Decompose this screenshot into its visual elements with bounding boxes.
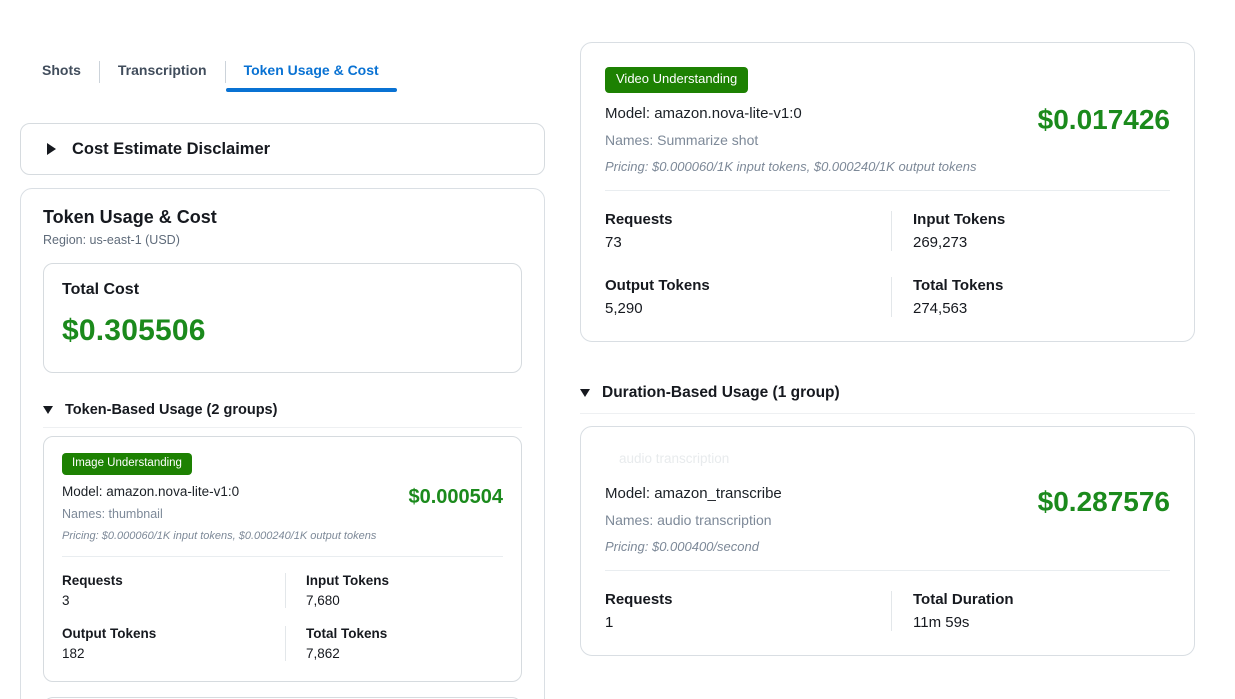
group-head: audio transcription Model: amazon_transc…: [605, 451, 1170, 554]
group-head: Image Understanding Model: amazon.nova-l…: [62, 453, 503, 542]
stat-total-duration: Total Duration 11m 59s: [891, 590, 1170, 631]
tab-bar: Shots Transcription Token Usage & Cost: [20, 58, 545, 92]
divider: [62, 555, 503, 557]
divider: [605, 189, 1170, 191]
token-based-usage-expandable[interactable]: Token-Based Usage (2 groups): [43, 402, 522, 418]
caret-down-icon: [580, 388, 590, 397]
token-usage-section: Token Usage & Cost Region: us-east-1 (US…: [20, 188, 545, 699]
group-head: Video Understanding Model: amazon.nova-l…: [605, 67, 1170, 174]
group-cost-value: $0.000504: [408, 485, 503, 508]
left-column: Shots Transcription Token Usage & Cost C…: [20, 58, 545, 699]
group-info: Image Understanding Model: amazon.nova-l…: [62, 453, 376, 542]
caret-right-icon: [47, 143, 56, 155]
names-label: Names: Summarize shot: [605, 131, 759, 148]
stat-label: Input Tokens: [913, 210, 1006, 228]
duration-based-usage-label: Duration-Based Usage (1 group): [602, 383, 840, 401]
names-label: Names: audio transcription: [605, 511, 772, 528]
right-column: Video Understanding Model: amazon.nova-l…: [580, 42, 1195, 656]
tab-token-usage-cost[interactable]: Token Usage & Cost: [225, 58, 397, 92]
tab-shots[interactable]: Shots: [42, 62, 81, 78]
stat-value: 7,862: [306, 645, 340, 661]
stat-output-tokens: Output Tokens 5,290: [605, 277, 891, 317]
divider: [580, 412, 1195, 414]
stat-label: Input Tokens: [306, 572, 389, 588]
total-cost-label: Total Cost: [62, 281, 140, 298]
group-cost-value: $0.287576: [1037, 486, 1170, 518]
status-badge: Video Understanding: [605, 67, 749, 93]
stat-label: Requests: [62, 572, 123, 588]
stats-grid: Requests 1 Total Duration 11m 59s: [605, 590, 1170, 631]
usage-group-card-audio-transcription: audio transcription Model: amazon_transc…: [580, 425, 1195, 656]
stat-value: 269,273: [913, 233, 968, 251]
tab-separator: [98, 61, 100, 83]
group-info: Video Understanding Model: amazon.nova-l…: [605, 67, 977, 174]
pricing-label: Pricing: $0.000060/1K input tokens, $0.0…: [62, 529, 377, 542]
stat-value: 7,680: [306, 592, 340, 608]
caret-down-icon: [43, 406, 53, 414]
model-label: Model: amazon_transcribe: [605, 484, 782, 502]
stat-value: 11m 59s: [913, 613, 970, 631]
stat-value: 1: [605, 613, 614, 631]
region-label: Region: us-east-1 (USD): [43, 233, 180, 247]
stat-output-tokens: Output Tokens 182: [62, 626, 285, 661]
stat-label: Output Tokens: [62, 625, 157, 641]
stat-label: Requests: [605, 210, 673, 228]
pricing-label: Pricing: $0.000060/1K input tokens, $0.0…: [605, 158, 977, 174]
tab-transcription[interactable]: Transcription: [117, 62, 207, 78]
stat-label: Total Tokens: [913, 276, 1004, 294]
stat-requests: Requests 1: [605, 591, 891, 631]
ghost-badge-audio-transcription: audio transcription: [619, 450, 730, 466]
stats-grid: Requests 73 Input Tokens 269,273 Output …: [605, 210, 1170, 317]
stats-grid: Requests 3 Input Tokens 7,680 Output Tok…: [62, 572, 503, 661]
divider: [43, 427, 522, 428]
names-label: Names: thumbnail: [62, 506, 163, 521]
model-label: Model: amazon.nova-lite-v1:0: [605, 104, 802, 122]
stat-requests: Requests 3: [62, 573, 285, 608]
token-based-usage-label: Token-Based Usage (2 groups): [65, 402, 278, 418]
stat-label: Requests: [605, 590, 673, 608]
tab-separator: [224, 61, 226, 83]
pricing-label: Pricing: $0.000400/second: [605, 538, 759, 554]
divider: [605, 569, 1170, 571]
stat-requests: Requests 73: [605, 211, 891, 251]
model-label: Model: amazon.nova-lite-v1:0: [62, 483, 240, 499]
stat-value: 5,290: [605, 299, 643, 317]
usage-group-card-video-understanding: Video Understanding Model: amazon.nova-l…: [580, 42, 1195, 342]
group-info: audio transcription Model: amazon_transc…: [605, 451, 782, 554]
section-title: Token Usage & Cost: [43, 207, 217, 227]
stat-total-tokens: Total Tokens 274,563: [891, 276, 1170, 317]
stat-label: Total Duration: [913, 590, 1014, 608]
stat-value: 73: [605, 233, 622, 251]
total-cost-card: Total Cost $0.305506: [43, 263, 522, 373]
duration-based-usage-expandable[interactable]: Duration-Based Usage (1 group): [580, 384, 1195, 402]
stat-value: 182: [62, 645, 85, 661]
stat-total-tokens: Total Tokens 7,862: [285, 625, 503, 661]
stat-input-tokens: Input Tokens 7,680: [285, 572, 503, 608]
cost-estimate-disclaimer-expandable[interactable]: Cost Estimate Disclaimer: [20, 123, 545, 175]
group-cost-value: $0.017426: [1037, 104, 1170, 136]
disclaimer-title: Cost Estimate Disclaimer: [72, 139, 271, 158]
stat-value: 274,563: [913, 299, 968, 317]
stat-value: 3: [62, 592, 70, 608]
usage-group-card-image-understanding: Image Understanding Model: amazon.nova-l…: [43, 436, 522, 682]
status-badge: Image Understanding: [62, 453, 192, 475]
stat-label: Output Tokens: [605, 276, 710, 294]
stat-input-tokens: Input Tokens 269,273: [891, 210, 1170, 251]
stat-label: Total Tokens: [306, 625, 388, 641]
total-cost-value: $0.305506: [62, 314, 206, 347]
